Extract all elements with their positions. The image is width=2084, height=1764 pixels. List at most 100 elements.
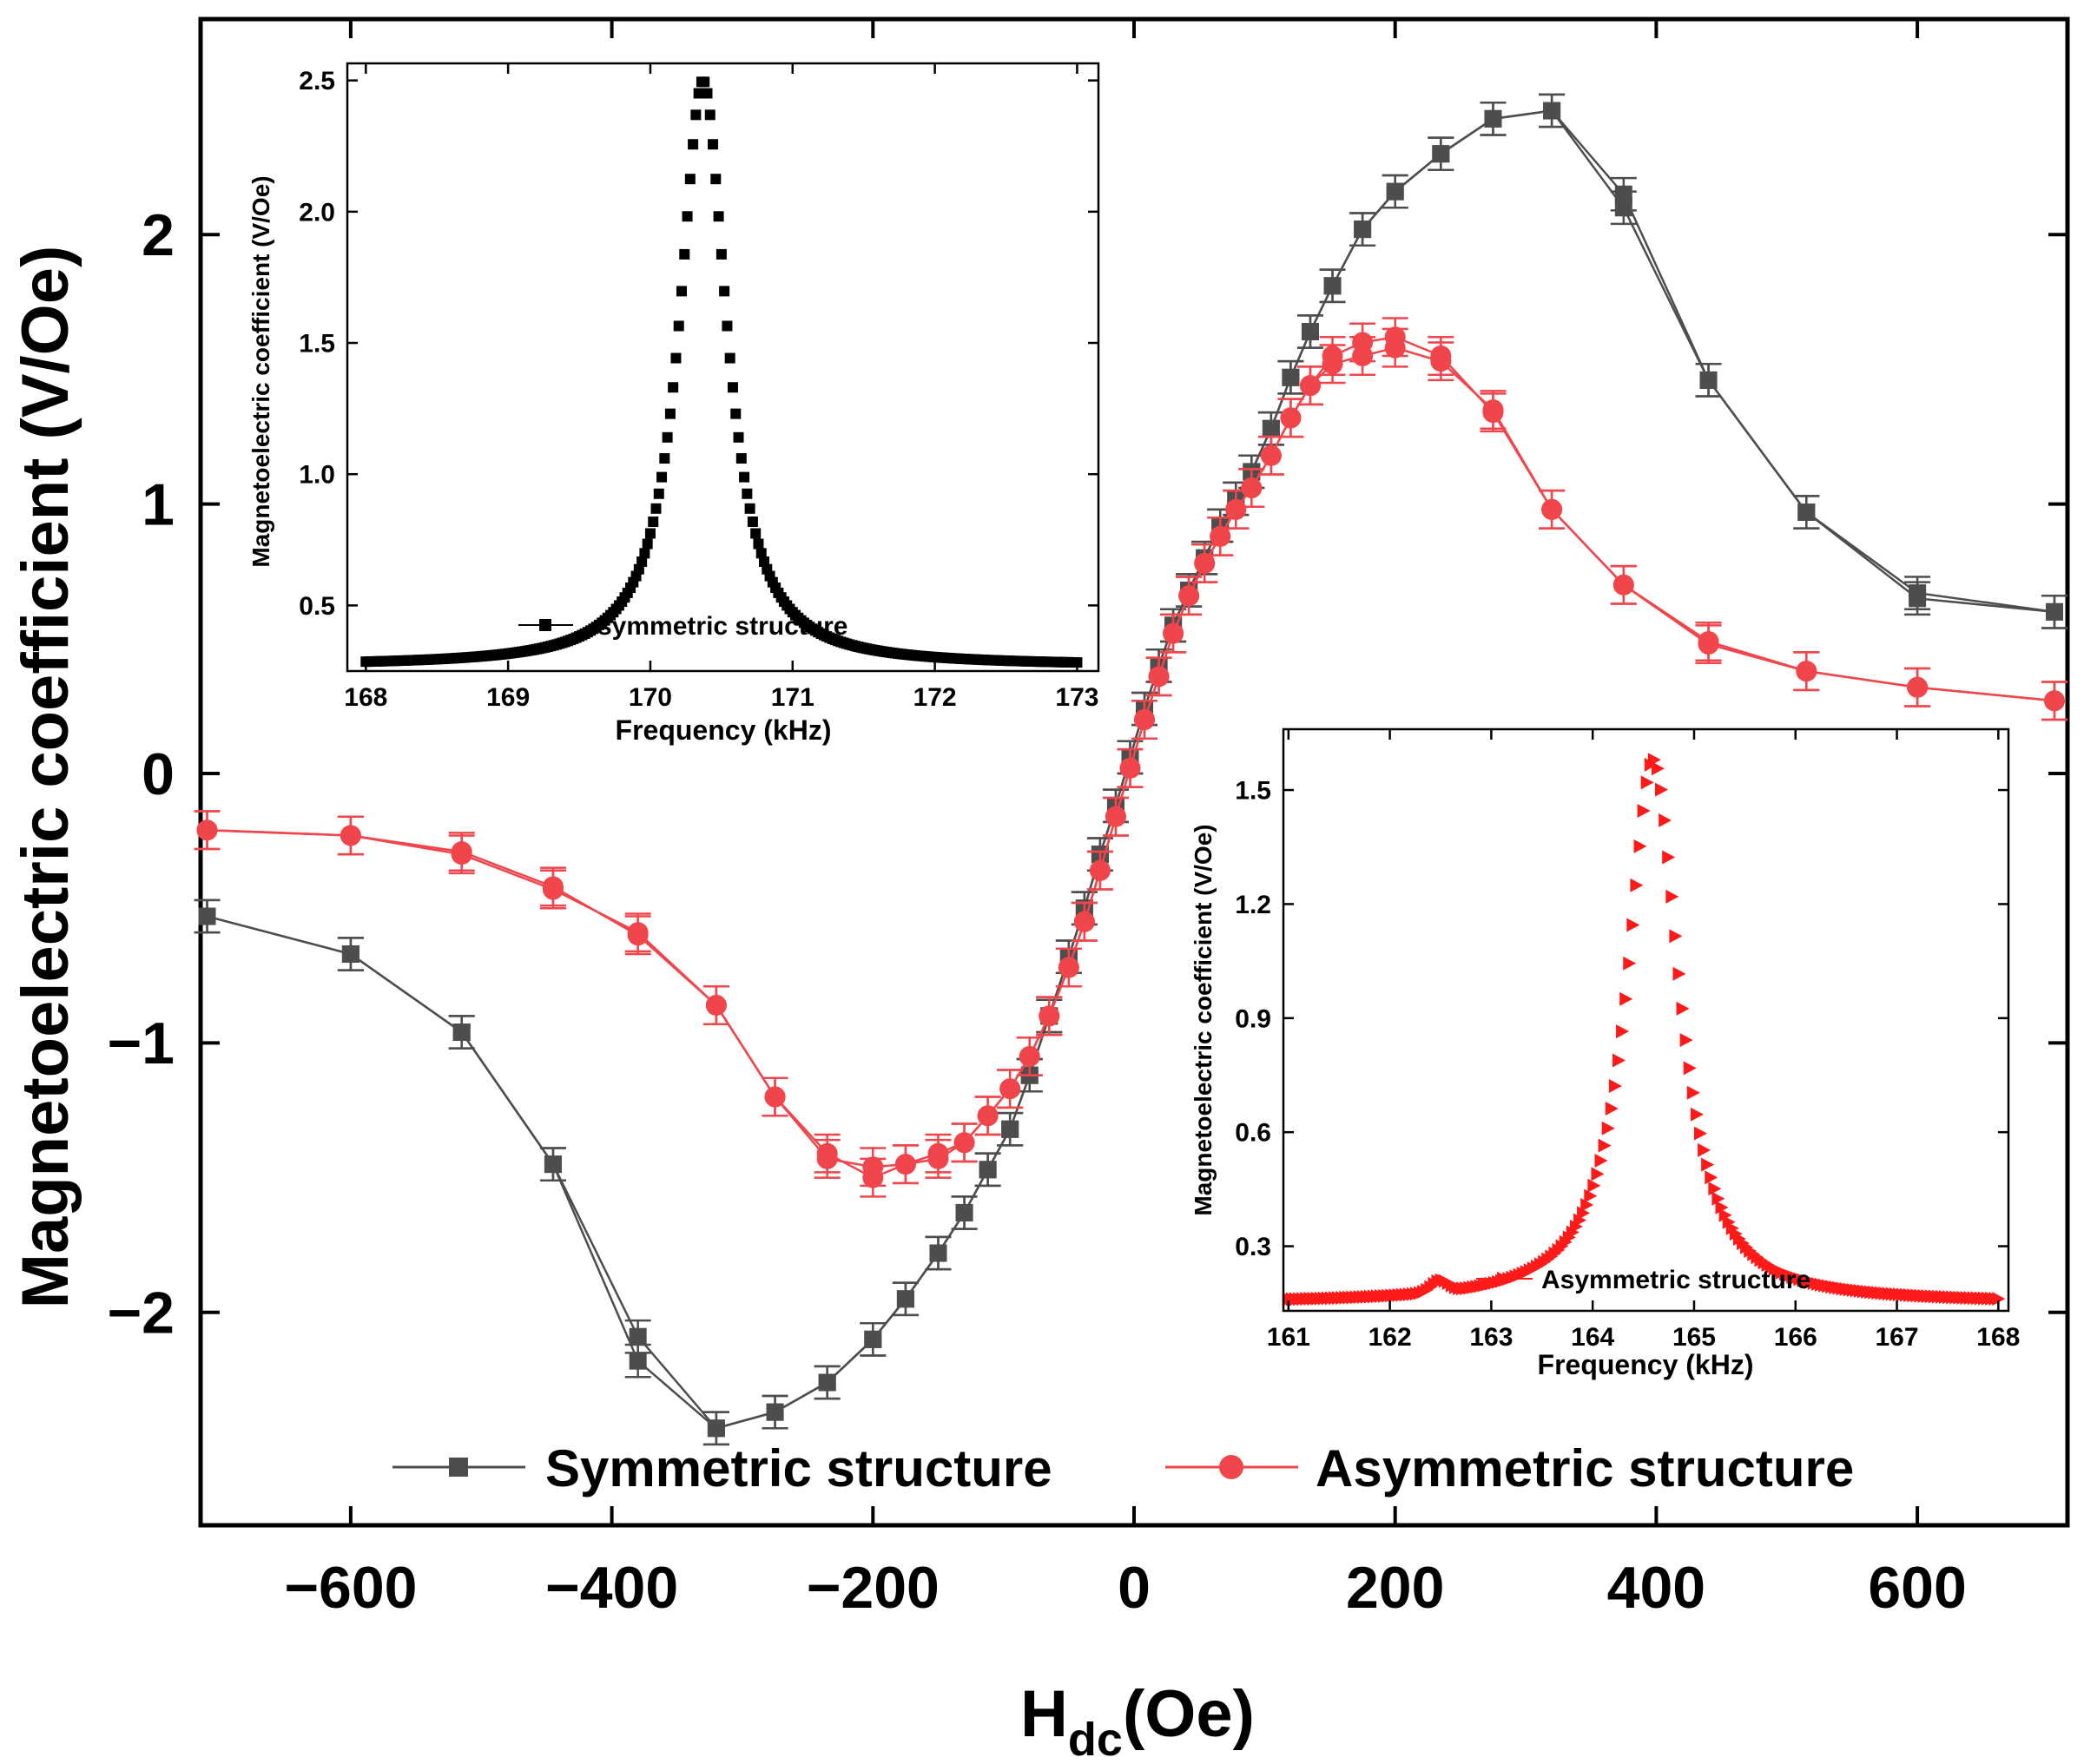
inset2-plot-frame [1282,727,2010,1313]
inset1-point [636,556,648,568]
inset1-point [644,528,656,539]
inset2-legend-marker [1497,1272,1512,1286]
inset1-point [750,528,762,539]
inset1-point [716,248,727,260]
inset2-x-tick-label: 166 [1774,1323,1817,1352]
inset2-x-tick-label: 161 [1267,1323,1310,1352]
inset1-ticks: 168 169 170 171 172 173 0.5 1.0 1.5 2.0 2.5 [299,63,1098,712]
symmetric-point [979,1161,997,1179]
main-x-tick-label: 0 [1118,1555,1151,1621]
asymmetric-point [1073,911,1095,932]
inset1-point [639,548,650,559]
inset2-point [1679,1033,1693,1048]
symmetric-point [1386,182,1404,201]
symmetric-point [629,1352,647,1370]
asymmetric-point [1352,345,1374,366]
asymmetric-point [1260,444,1282,466]
inset1-point [682,211,693,222]
symmetric-point [707,1419,725,1438]
inset1-point [670,352,682,364]
inset2-x-tick-label: 163 [1469,1323,1513,1352]
symmetric-point [544,1155,562,1174]
symmetric-point [955,1203,973,1221]
symmetric-point [896,1290,914,1308]
asymmetric-point [1698,634,1719,655]
asymmetric-point [1541,498,1563,520]
inset2-point [1605,1101,1619,1116]
inset2-point [1659,813,1672,828]
inset1-point [713,211,724,222]
inset1-x-tick-label: 172 [913,683,957,712]
inset2-point [1651,761,1665,776]
symmetric-point [1484,109,1502,128]
inset2-x-tick-label: 162 [1368,1323,1412,1352]
asymmetric-point [340,825,361,846]
inset2-x-tick-label: 167 [1876,1323,1919,1352]
asymmetric-point [451,844,472,866]
inset2-y-tick-label: 1.5 [1235,777,1271,806]
inset2-ticks: 161 162 163 164 165 166 167 168 0.3 0.6 0.9 1.2 1.5 [1235,729,2020,1352]
inset1-point [733,431,744,443]
inset2-point [1701,1157,1715,1172]
inset1-point [662,431,673,443]
inset2-series [1282,753,2006,1307]
inset1-y-tick-label: 1.0 [299,461,335,490]
asymmetric-point [1148,666,1170,688]
inset1-point [664,408,676,419]
inset2-point [1647,753,1661,767]
inset2-point [1591,1167,1605,1181]
inset2-point [1566,1225,1579,1240]
inset2-point [1594,1154,1608,1168]
asymmetric-point [1058,957,1079,978]
inset1-y-tick-label: 2.5 [299,67,335,95]
inset2-point [1715,1200,1729,1214]
inset2-point [1683,1061,1697,1076]
asymmetric-point [1482,399,1504,421]
inset1-point [739,471,750,483]
inset2-point [1580,1198,1594,1213]
symmetric-point [198,907,216,925]
main-x-tick-label: 600 [1868,1555,1966,1621]
inset2-point [1598,1138,1612,1153]
main-chart: −600 −400 −200 0 200 400 600 −2 −1 0 1 2 Magnetoele… [9,16,2070,1764]
inset1-point [699,76,710,88]
inset1-y-tick-label: 2.0 [299,198,335,227]
inset2-point [1665,889,1679,904]
symmetric-point [629,1327,647,1346]
inset2-point [1601,1121,1615,1135]
inset2-y-tick-label: 0.9 [1235,1004,1271,1033]
inset1-legend-label: symmetric structure [597,612,847,641]
inset1-legend-marker [539,619,551,631]
asymmetric-point [1039,1005,1060,1027]
symmetric-point [1262,419,1280,438]
inset2-point [1619,991,1633,1006]
inset1-y-tick-label: 1.5 [299,330,335,359]
inset1-point [727,382,738,393]
inset1-legend: symmetric structure [518,612,847,641]
inset1-point [690,109,702,121]
inset2-point [1718,1208,1732,1222]
inset2-x-tick-label: 164 [1571,1323,1614,1352]
inset1-point [668,382,679,393]
inset2-point [1698,1142,1711,1157]
inset1-point [755,548,767,559]
asymmetric-point [1299,375,1321,397]
inset2-point [1992,1292,2006,1307]
asymmetric-point [1241,477,1263,499]
symmetric-point [929,1244,947,1262]
inset2-y-tick-label: 1.2 [1235,891,1271,919]
inset1-point [719,286,730,297]
legend-symmetric-marker [449,1458,468,1477]
asymmetric-point [1119,757,1141,779]
inset1-y-axis-label: Magnetoelectric coefficient (V/Oe) [247,175,274,567]
inset2-point [1623,956,1637,971]
inset1-point [710,174,722,185]
inset2-point [1725,1221,1739,1235]
inset1-background [347,63,1098,671]
symmetric-point [1301,323,1319,341]
main-y-tick-label: 1 [142,471,175,537]
inset1-point [708,139,719,150]
symmetric-point [1323,277,1342,295]
inset1-series [360,76,1083,668]
